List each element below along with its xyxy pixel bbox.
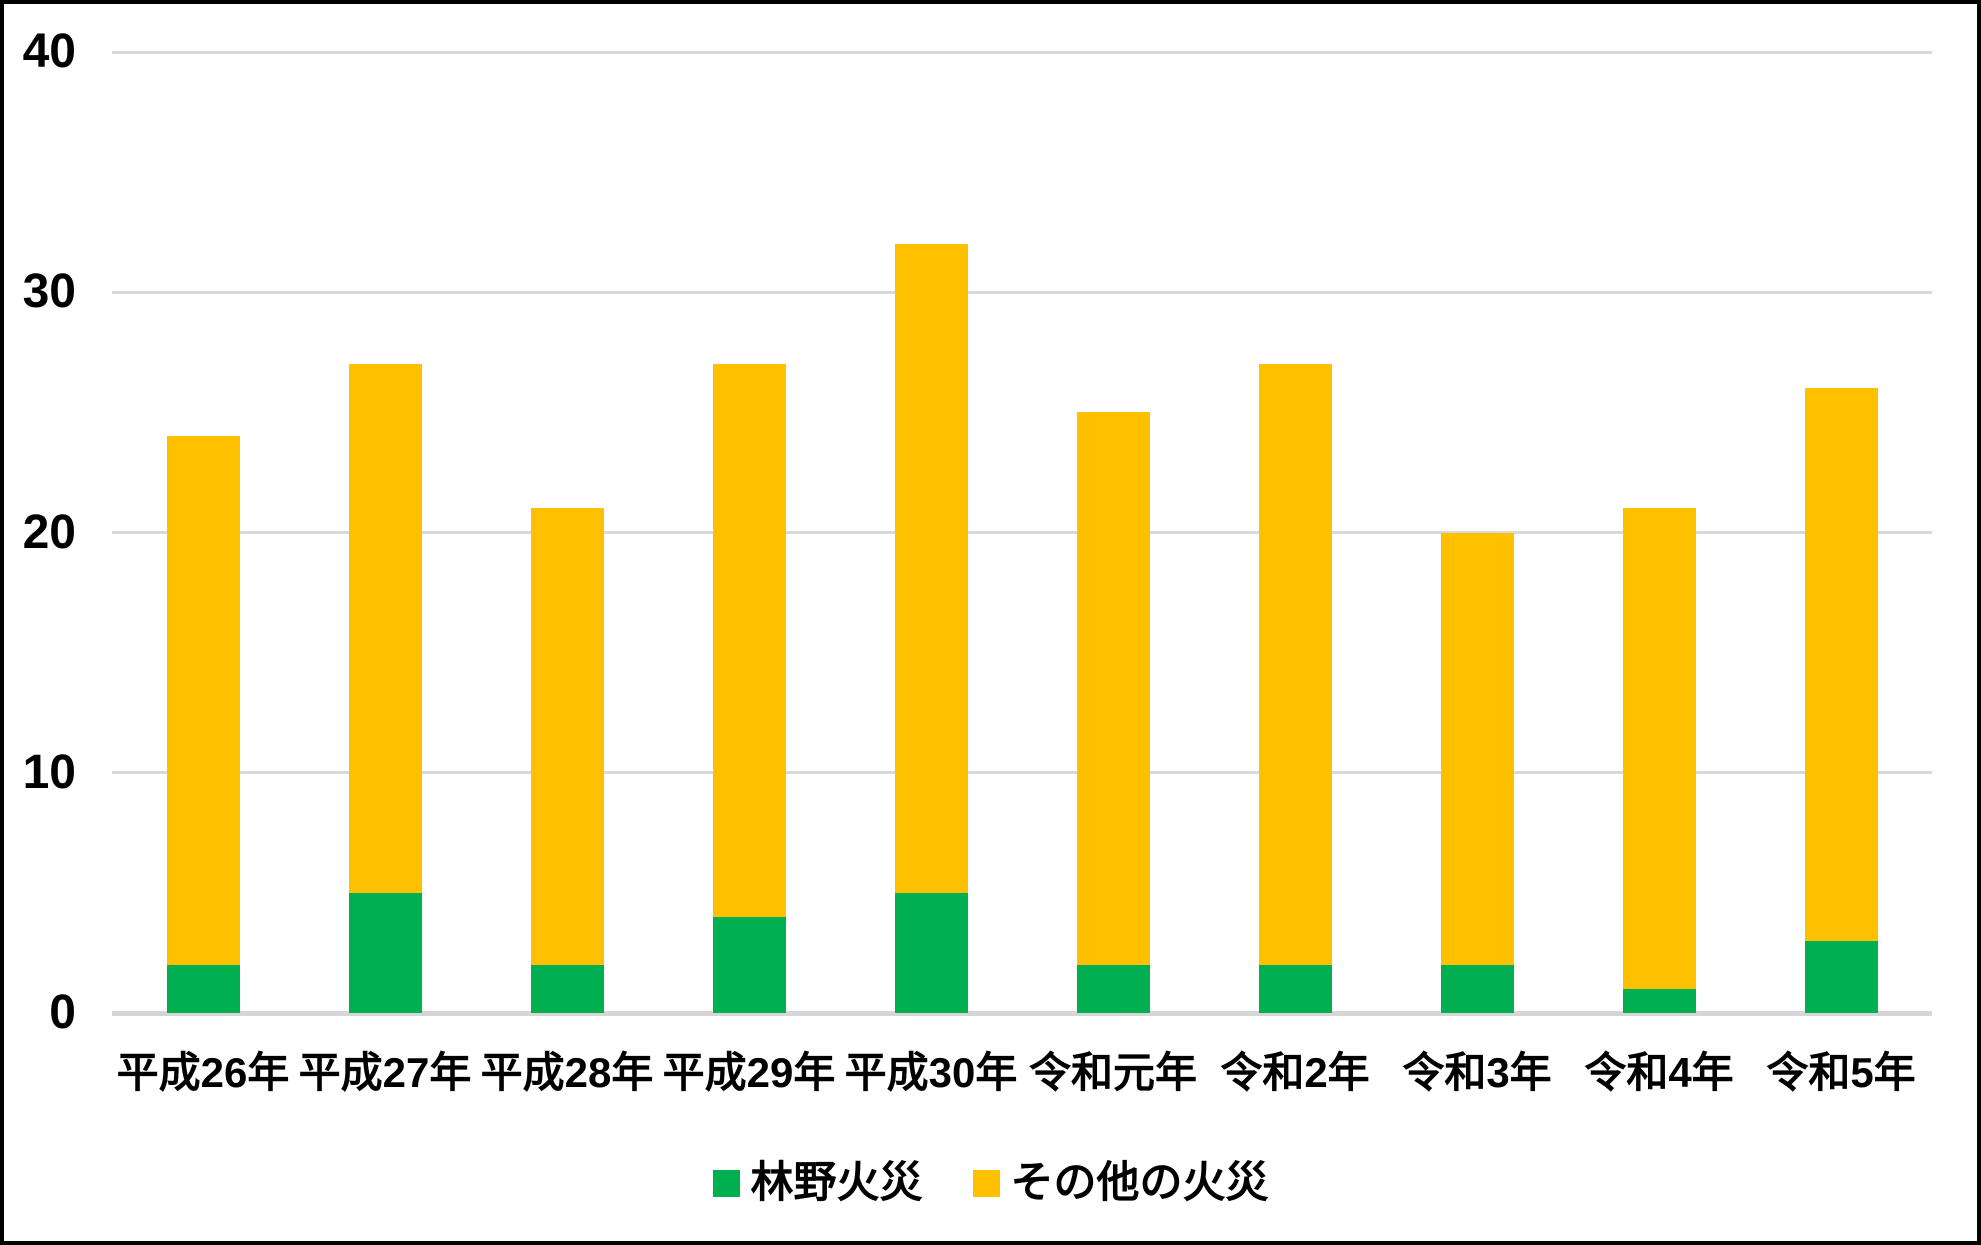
- bar-segment-林野火災: [1622, 988, 1696, 1013]
- y-tick-label-30: 30: [22, 265, 76, 319]
- x-tick-label-平成27年: 平成27年: [298, 1049, 472, 1096]
- bar-segment-林野火災: [1804, 940, 1878, 1013]
- bar-平成28年: [530, 508, 604, 1013]
- bar-令和4年: [1622, 508, 1696, 1013]
- bar-segment-その他の火災: [530, 508, 604, 965]
- bar-令和5年: [1804, 388, 1878, 1013]
- gridline-10: [112, 771, 1932, 775]
- y-tick-label-40: 40: [22, 25, 76, 78]
- legend-label: その他の火災: [1010, 1159, 1269, 1207]
- bar-segment-その他の火災: [348, 364, 422, 893]
- gridline-40: [112, 50, 1932, 54]
- bar-segment-その他の火災: [166, 436, 240, 965]
- x-axis-line: [112, 1011, 1932, 1016]
- bar-segment-林野火災: [1258, 964, 1332, 1013]
- bar-平成29年: [712, 364, 786, 1013]
- bar-平成27年: [348, 364, 422, 1013]
- legend-swatch-icon: [972, 1169, 1000, 1197]
- x-tick-label-平成28年: 平成28年: [480, 1049, 654, 1096]
- x-tick-label-令和5年: 令和5年: [1766, 1049, 1916, 1096]
- legend-swatch-icon: [712, 1169, 740, 1197]
- legend-entry-林野火災: 林野火災: [712, 1159, 923, 1207]
- bar-令和元年: [1076, 412, 1150, 1013]
- x-tick-label-令和2年: 令和2年: [1220, 1049, 1370, 1096]
- x-tick-label-平成30年: 平成30年: [844, 1049, 1018, 1096]
- bar-segment-その他の火災: [712, 364, 786, 917]
- bar-segment-林野火災: [166, 964, 240, 1013]
- x-tick-label-令和元年: 令和元年: [1028, 1049, 1197, 1096]
- plot-area: [112, 0, 1932, 1245]
- bar-segment-その他の火災: [1258, 364, 1332, 965]
- bar-平成26年: [166, 436, 240, 1013]
- x-tick-label-令和3年: 令和3年: [1402, 1049, 1552, 1096]
- legend: 林野火災 その他の火災: [0, 1160, 1981, 1206]
- x-tick-label-平成26年: 平成26年: [116, 1049, 290, 1096]
- bar-segment-林野火災: [530, 964, 604, 1013]
- bar-segment-林野火災: [712, 916, 786, 1013]
- gridline-20: [112, 531, 1932, 534]
- bar-segment-林野火災: [1076, 964, 1150, 1013]
- legend-label: 林野火災: [750, 1159, 923, 1207]
- y-tick-label-0: 0: [49, 986, 76, 1039]
- bar-segment-林野火災: [348, 892, 422, 1013]
- bar-平成30年: [894, 244, 968, 1013]
- bar-segment-その他の火災: [894, 244, 968, 893]
- y-tick-label-10: 10: [22, 745, 76, 799]
- gridline-30: [112, 290, 1932, 294]
- bar-segment-その他の火災: [1440, 532, 1514, 965]
- x-tick-label-令和4年: 令和4年: [1584, 1049, 1734, 1096]
- y-tick-label-20: 20: [22, 505, 76, 559]
- bar-segment-林野火災: [1440, 964, 1514, 1013]
- bar-segment-その他の火災: [1804, 388, 1878, 941]
- legend-entry-その他の火災: その他の火災: [972, 1159, 1269, 1207]
- bar-segment-その他の火災: [1076, 412, 1150, 965]
- bar-segment-その他の火災: [1622, 508, 1696, 989]
- bar-segment-林野火災: [894, 892, 968, 1013]
- bar-令和3年: [1440, 532, 1514, 1013]
- x-tick-label-平成29年: 平成29年: [662, 1049, 836, 1096]
- bar-令和2年: [1258, 364, 1332, 1013]
